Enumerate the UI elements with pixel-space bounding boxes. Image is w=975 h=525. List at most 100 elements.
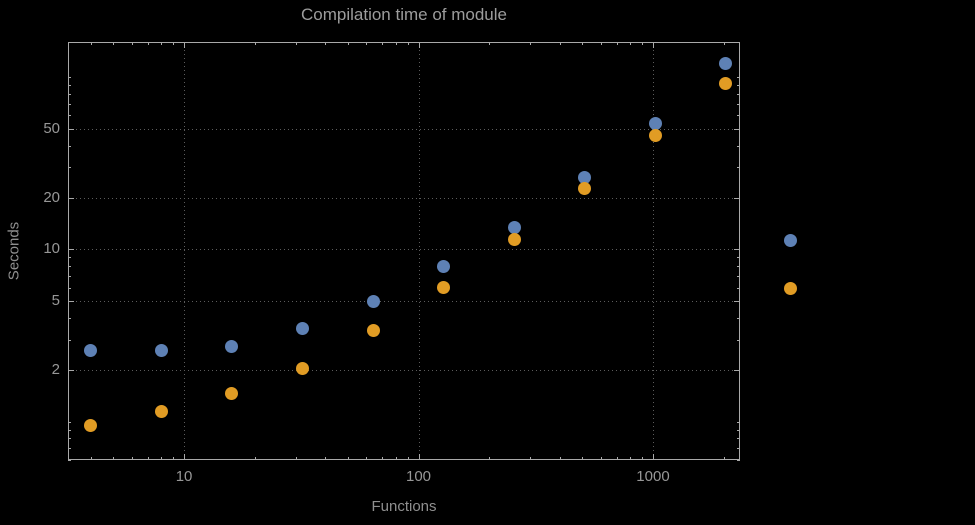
x-tick-mark <box>325 457 327 460</box>
x-tick-mark <box>418 42 420 48</box>
data-point-series-2-orange <box>578 182 592 196</box>
data-point-series-2-orange <box>648 128 662 142</box>
y-tick-mark <box>734 129 740 131</box>
x-tick-mark <box>295 457 297 460</box>
x-tick-mark <box>173 457 175 460</box>
y-tick-mark <box>734 301 740 303</box>
data-point-series-1-blue <box>578 171 592 185</box>
y-tick-mark <box>68 85 71 87</box>
x-tick-mark <box>113 457 115 460</box>
y-tick-mark <box>68 448 71 450</box>
x-tick-mark <box>407 457 409 460</box>
data-point-series-1-blue <box>366 294 380 308</box>
y-tick-mark <box>68 421 71 423</box>
chart-title: Compilation time of module <box>301 5 507 24</box>
x-tick-mark <box>418 454 420 460</box>
y-tick-mark <box>68 115 71 117</box>
x-tick-mark <box>559 42 561 45</box>
data-point-series-2-orange <box>154 404 168 418</box>
x-tick-mark <box>254 42 256 45</box>
x-tick-mark <box>132 42 133 45</box>
y-tick-mark <box>737 448 740 450</box>
x-tick-mark <box>395 457 397 460</box>
y-tick-mark <box>68 249 74 251</box>
data-point-series-2-orange <box>295 361 309 375</box>
x-tick-mark <box>347 42 349 45</box>
data-point-series-2-orange <box>507 232 521 246</box>
y-tick-label: 20 <box>43 188 60 206</box>
x-tick-mark <box>489 457 491 460</box>
y-tick-mark <box>737 167 740 169</box>
x-tick-mark <box>382 42 384 45</box>
x-tick-mark <box>600 42 602 45</box>
x-tick-mark <box>173 42 175 45</box>
y-tick-mark <box>68 318 71 320</box>
y-tick-mark <box>68 103 71 105</box>
y-tick-mark <box>737 93 740 95</box>
data-point-series-2-orange <box>437 281 451 295</box>
x-tick-label: 10 <box>175 468 193 485</box>
x-tick-mark <box>132 457 133 460</box>
y-tick-mark <box>737 85 740 87</box>
y-tick-mark <box>737 318 740 320</box>
x-tick-mark <box>147 42 149 45</box>
x-tick-mark <box>530 457 532 460</box>
x-tick-mark <box>395 42 397 45</box>
x-tick-mark <box>347 457 349 460</box>
x-tick-mark <box>90 457 92 460</box>
x-tick-mark <box>582 457 584 460</box>
x-gridline <box>184 42 186 460</box>
data-point-series-2-orange <box>225 387 239 401</box>
y-tick-mark <box>734 197 740 199</box>
y-tick-mark <box>737 438 740 440</box>
x-tick-mark <box>630 42 632 45</box>
plot-frame <box>68 42 740 460</box>
y-tick-mark <box>68 257 71 259</box>
x-tick-mark <box>723 42 725 45</box>
data-point-series-1-blue <box>719 57 733 71</box>
y-tick-mark <box>68 429 71 431</box>
x-tick-mark <box>530 42 532 45</box>
y-gridline <box>68 301 740 303</box>
y-tick-label: 50 <box>43 120 60 138</box>
y-tick-mark <box>68 301 74 303</box>
x-tick-mark <box>642 42 644 45</box>
y-tick-mark <box>737 429 740 431</box>
y-tick-mark <box>68 276 71 278</box>
x-tick-mark <box>652 42 654 48</box>
x-tick-mark <box>184 454 186 460</box>
x-tick-mark <box>161 457 163 460</box>
y-tick-label: 10 <box>43 240 60 258</box>
data-point-series-1-blue <box>84 343 98 357</box>
y-tick-mark <box>68 339 71 341</box>
x-tick-mark <box>382 457 384 460</box>
y-tick-mark <box>68 438 71 440</box>
x-tick-mark <box>147 457 149 460</box>
x-tick-mark <box>90 42 92 45</box>
legend-marker-series-1 <box>783 233 797 247</box>
x-tick-mark <box>407 42 409 45</box>
y-tick-label: 2 <box>51 360 60 378</box>
x-tick-mark <box>325 42 327 45</box>
y-tick-mark <box>737 276 740 278</box>
y-tick-mark <box>68 129 74 131</box>
data-point-series-1-blue <box>648 116 662 130</box>
data-point-series-2-orange <box>84 419 98 433</box>
x-axis-label: Functions <box>371 498 437 515</box>
y-gridline <box>68 197 740 199</box>
y-gridline <box>68 249 740 251</box>
data-point-series-2-orange <box>719 76 733 90</box>
data-point-series-1-blue <box>437 259 451 273</box>
x-tick-mark <box>600 457 602 460</box>
y-tick-mark <box>737 257 740 259</box>
data-point-series-1-blue <box>154 343 168 357</box>
y-tick-mark <box>68 460 71 461</box>
x-tick-mark <box>161 42 163 45</box>
data-point-series-1-blue <box>295 321 309 335</box>
x-tick-mark <box>582 42 584 45</box>
legend-marker-series-2 <box>783 281 797 295</box>
y-tick-mark <box>737 145 740 147</box>
x-gridline <box>652 42 654 460</box>
y-tick-mark <box>68 197 74 199</box>
